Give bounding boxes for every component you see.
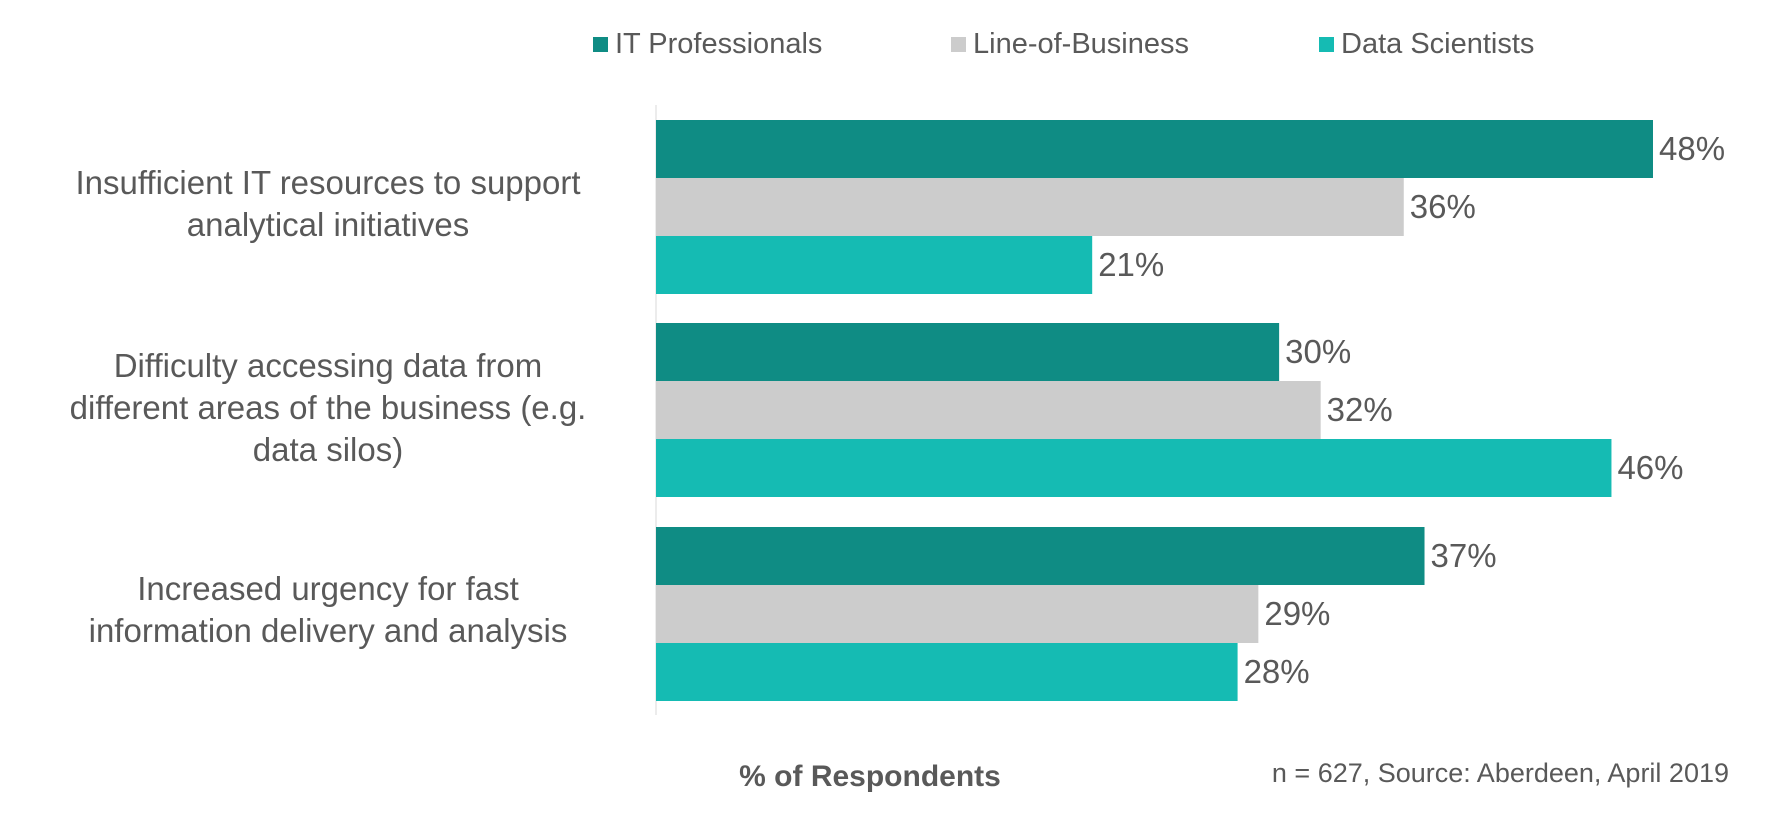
category-label-2: Increased urgency for fast information d… [38,568,618,652]
data-label-data-scientists-2: 28% [1244,653,1310,690]
legend-label-line-of-business: Line-of-Business [973,28,1189,60]
bar-data-scientists-2 [656,643,1238,701]
category-label-2-line-1: information delivery and analysis [88,612,568,649]
legend-label-data-scientists: Data Scientists [1341,28,1535,60]
bar-it-professionals-1 [656,323,1280,381]
legend-label-it-professionals: IT Professionals [615,28,823,60]
bar-it-professionals-2 [656,527,1425,585]
category-label-1-line-2: data silos) [252,431,404,468]
bar-data-scientists-0 [656,236,1093,294]
category-label-1-line-1: different areas of the business (e.g. [69,389,587,426]
bar-line-of-business-2 [656,585,1259,643]
category-label-0-line-1: analytical initiatives [186,206,470,243]
data-label-it-professionals-0: 48% [1659,130,1725,167]
category-label-2-line-0: Increased urgency for fast [137,570,519,607]
data-label-it-professionals-1: 30% [1285,333,1351,370]
legend-item-data-scientists: Data Scientists [1319,28,1534,61]
data-label-data-scientists-1: 46% [1617,449,1683,486]
bar-line-of-business-0 [656,178,1404,236]
data-label-data-scientists-0: 21% [1098,246,1164,283]
legend-item-line-of-business: Line-of-Business [951,28,1189,61]
legend-swatch-data-scientists [1319,37,1334,52]
legend-swatch-it-professionals [593,37,608,52]
data-label-line-of-business-2: 29% [1264,595,1330,632]
legend-swatch-line-of-business [951,37,966,52]
source-footnote: n = 627, Source: Aberdeen, April 2019 [1271,758,1729,788]
x-axis-title: % of Respondents [739,760,1001,793]
legend-item-it-professionals: IT Professionals [593,28,822,61]
data-label-line-of-business-1: 32% [1327,391,1393,428]
bar-data-scientists-1 [656,439,1612,497]
category-label-0: Insufficient IT resources to support ana… [38,162,618,246]
data-label-line-of-business-0: 36% [1410,188,1476,225]
category-label-1-line-0: Difficulty accessing data from [113,347,543,384]
bar-it-professionals-0 [656,120,1653,178]
category-label-1: Difficulty accessing data from different… [38,345,618,471]
bar-line-of-business-1 [656,381,1321,439]
chart-legend: IT Professionals Line-of-Business Data S… [0,28,1791,68]
data-label-it-professionals-2: 37% [1431,537,1497,574]
category-label-0-line-0: Insufficient IT resources to support [75,164,581,201]
